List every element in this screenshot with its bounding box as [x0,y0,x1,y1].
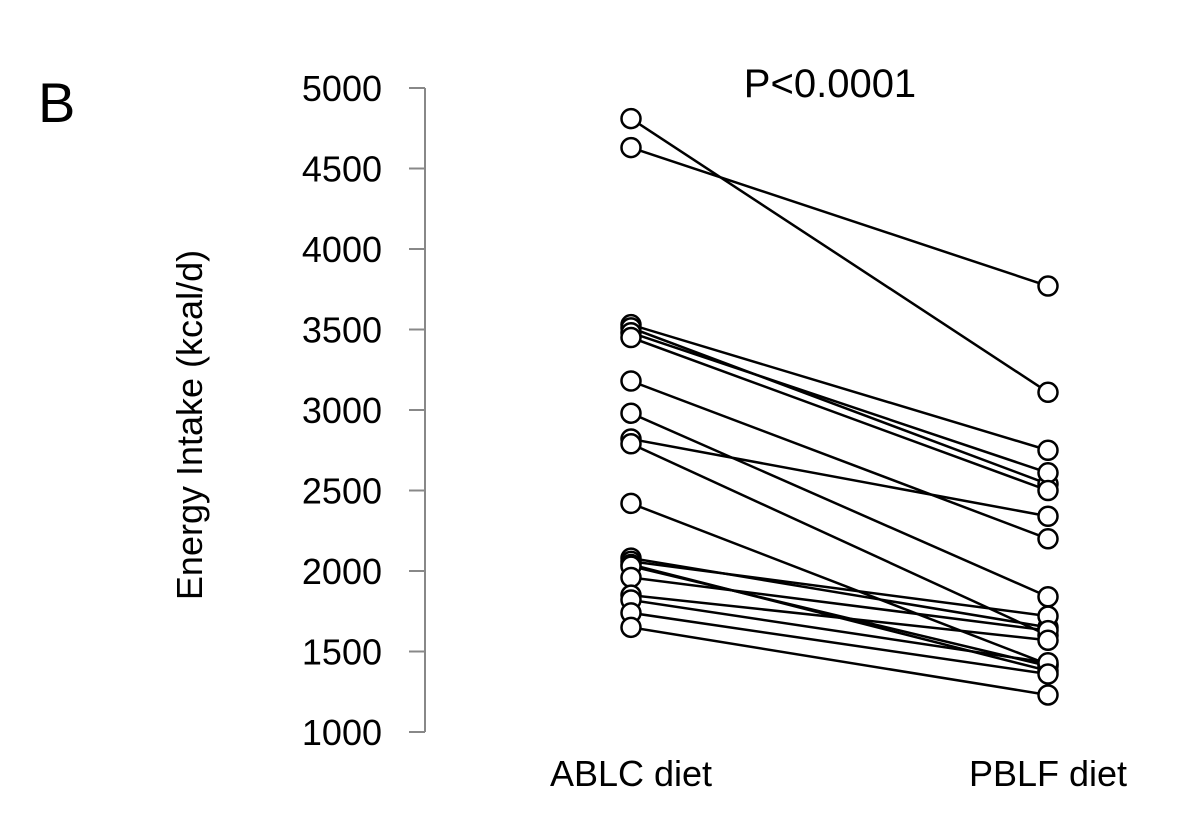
pair-line [630,502,1049,666]
y-tick-label: 3000 [302,390,382,431]
pair-line [630,560,1049,618]
pblf-point [1037,479,1059,502]
pair-line [630,626,1049,697]
ablc-point [620,107,642,130]
ablc-point [620,566,642,589]
pair-line [630,598,1049,665]
pair-line [630,117,1049,394]
pair-line [630,611,1049,676]
ablc-point [620,616,642,639]
pair-line [630,379,1049,540]
pair-line [630,412,1049,598]
pair-line [630,331,1049,474]
pblf-point [1037,663,1059,685]
y-ticks: 1000 1500 2000 2500 3000 3500 4000 4500 5000 [302,68,425,753]
pblf-point [1037,275,1059,297]
x-category-labels: ABLC diet PBLF diet [550,753,1127,794]
pblf-point [1037,439,1059,461]
markers [620,107,1059,706]
y-tick-label: 3500 [302,310,382,351]
pair-line [630,437,1049,518]
y-axis-label: Energy Intake (kcal/d) [169,250,210,600]
y-tick-label: 2000 [302,551,382,592]
pair-line [630,593,1049,642]
pair-line [630,146,1049,288]
y-tick-label: 1500 [302,632,382,673]
pair-line [630,442,1049,637]
y-tick-label: 5000 [302,68,382,109]
pblf-point [1037,462,1059,484]
p-value-annotation: P<0.0001 [744,62,916,106]
ablc-point [620,492,642,515]
pblf-point [1037,381,1059,404]
x-category-label: PBLF diet [969,753,1127,794]
y-tick-label: 4500 [302,149,382,190]
pair-line [630,564,1049,668]
ablc-point [620,326,642,349]
x-category-label: ABLC diet [550,753,712,794]
pair-line [630,576,1049,632]
pblf-point [1037,528,1059,550]
pblf-point [1037,505,1059,528]
pair-line [630,326,1049,486]
y-tick-label: 2500 [302,471,382,512]
pair-line [630,323,1049,452]
pblf-point [1037,684,1059,706]
pair-line [630,336,1049,492]
y-tick-label: 1000 [302,712,382,753]
ablc-point [620,433,642,455]
panel-label: B [38,71,75,134]
pblf-point [1037,586,1059,608]
ablc-point [620,370,642,392]
ablc-point [620,136,642,159]
ablc-point [620,402,642,424]
pair-lines [630,117,1049,697]
pblf-point [1037,629,1059,651]
y-tick-label: 4000 [302,229,382,270]
